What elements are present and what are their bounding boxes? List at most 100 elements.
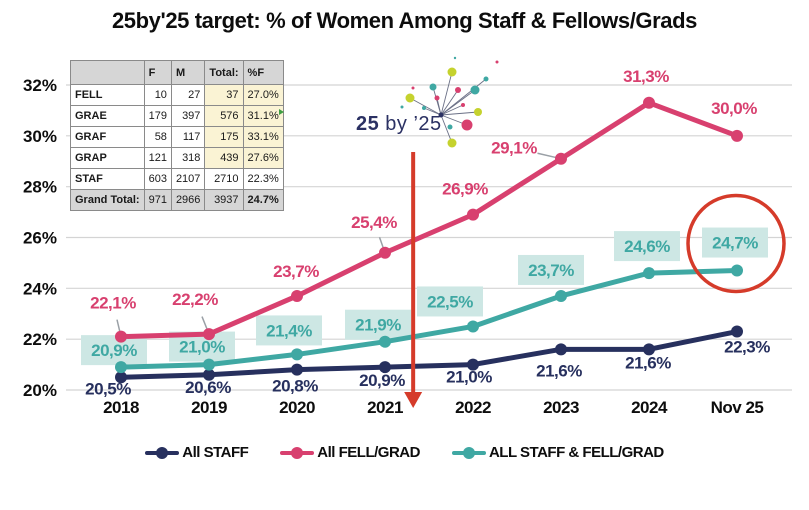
pivot-cell: 2710	[204, 168, 244, 190]
data-point-all-staff	[643, 343, 655, 356]
data-point-all-fell-grad	[467, 208, 479, 221]
legend-swatch-icon	[280, 446, 315, 459]
pivot-cell: 318	[170, 147, 206, 169]
pivot-cell: 27	[170, 84, 206, 106]
data-label-all-staff-fell-grad: 21,4%	[266, 321, 312, 340]
x-axis-label-2024: 2024	[631, 398, 668, 417]
pivot-cell: 117	[170, 126, 206, 148]
pivot-cell: 2966	[170, 189, 206, 211]
data-point-all-staff	[731, 325, 743, 338]
data-point-all-fell-grad	[555, 152, 567, 165]
pivot-cell: GRAP	[70, 147, 145, 169]
y-axis-label: 24%	[23, 279, 57, 298]
data-label-all-fell-grad: 29,1%	[491, 139, 537, 158]
data-point-all-fell-grad	[379, 246, 391, 259]
y-axis-label: 28%	[23, 178, 57, 197]
label-highlight-box	[614, 231, 680, 262]
label-highlight-box	[256, 315, 322, 346]
label-highlight-box	[702, 227, 768, 258]
pivot-cell: 2107	[170, 168, 206, 190]
logo-rest: by ’25	[379, 113, 442, 135]
label-leader-line	[537, 152, 558, 159]
y-axis-label: 20%	[23, 381, 57, 400]
data-point-all-fell-grad	[115, 330, 127, 343]
pivot-cell: 58	[143, 126, 172, 148]
table-row: GRAF 58 117 175 33.1%	[70, 126, 284, 148]
data-label-all-staff: 20,5%	[85, 379, 131, 398]
pivot-header-cell: M	[170, 60, 206, 85]
data-point-all-staff	[115, 371, 127, 384]
red-down-arrow-head-icon	[404, 392, 423, 408]
pivot-cell: 439	[204, 147, 244, 169]
series-line-all-staff	[118, 329, 740, 380]
pivot-header-cell	[70, 60, 145, 85]
data-label-all-staff-fell-grad: 22,5%	[427, 292, 473, 311]
x-axis-label-2022: 2022	[455, 398, 491, 417]
series-line-all-fell-grad	[118, 100, 740, 340]
data-point-all-staff-fell-grad	[291, 348, 303, 361]
label-highlight-box	[518, 254, 584, 285]
data-point-all-staff-fell-grad	[467, 320, 479, 333]
pivot-cell: 10	[143, 84, 172, 106]
data-label-all-staff: 21,6%	[625, 353, 671, 372]
data-label-all-staff: 20,6%	[185, 378, 231, 397]
pivot-cell: 576	[204, 105, 244, 127]
data-label-all-staff-fell-grad: 21,0%	[179, 338, 225, 357]
label-highlight-box	[345, 309, 411, 340]
chart-legend: All STAFF All FELL/GRAD ALL STAFF & FELL/G…	[0, 444, 809, 461]
data-label-all-staff: 21,0%	[446, 368, 492, 387]
data-point-all-staff-fell-grad	[203, 358, 215, 371]
y-axis-label: 32%	[23, 76, 57, 95]
pivot-cell: 179	[143, 105, 172, 127]
legend-item-all-staff: All STAFF	[145, 444, 249, 461]
pivot-cell: 33.1%	[242, 126, 284, 148]
pivot-cell: 37	[204, 84, 244, 106]
pivot-cell: 24.7%	[242, 189, 284, 211]
data-label-all-fell-grad: 22,1%	[90, 294, 136, 313]
data-label-all-staff: 21,6%	[536, 361, 582, 380]
x-axis-label-nov-25: Nov 25	[711, 398, 764, 417]
legend-label: All STAFF	[182, 444, 249, 461]
data-label-all-fell-grad: 31,3%	[623, 67, 669, 86]
x-axis-label-2019: 2019	[191, 398, 227, 417]
pivot-cell: 603	[143, 168, 172, 190]
data-point-all-staff-fell-grad	[731, 264, 743, 277]
data-point-all-fell-grad	[731, 129, 743, 142]
pivot-cell: 175	[204, 126, 244, 148]
data-label-all-staff-fell-grad: 20,9%	[91, 341, 137, 360]
y-axis-label: 26%	[23, 229, 57, 248]
legend-label: All FELL/GRAD	[317, 444, 420, 461]
data-point-all-staff	[467, 358, 479, 371]
page-title: 25by'25 target: % of Women Among Staff &…	[111, 8, 698, 33]
data-label-all-fell-grad: 30,0%	[711, 99, 757, 118]
pivot-cell: 27.6%	[242, 147, 284, 169]
comment-flag-icon	[278, 109, 284, 115]
pivot-cell: 121	[143, 147, 172, 169]
table-row: FELL 10 27 37 27.0%	[70, 84, 284, 106]
legend-swatch-icon	[145, 446, 180, 459]
table-row: STAF 603 2107 2710 22.3%	[70, 168, 284, 190]
data-point-all-fell-grad	[291, 289, 303, 302]
pivot-header-cell: Total:	[204, 60, 244, 85]
pivot-cell: 971	[143, 189, 172, 211]
data-point-all-staff	[555, 343, 567, 356]
x-axis-label-2018: 2018	[103, 398, 139, 417]
y-axis-label: 30%	[23, 127, 57, 146]
data-label-all-staff: 22,3%	[724, 338, 770, 357]
pivot-table-header: F M Total: %F	[70, 60, 284, 85]
pivot-table: F M Total: %F FELL 10 27 37 27.0% GRAE 179 397 576 3…	[70, 60, 284, 211]
data-point-all-fell-grad	[203, 328, 215, 341]
pivot-cell: 397	[170, 105, 206, 127]
pivot-cell: STAF	[70, 168, 145, 190]
data-point-all-fell-grad	[643, 96, 655, 109]
data-label-all-staff-fell-grad: 23,7%	[528, 261, 574, 280]
data-label-all-staff: 20,8%	[272, 377, 318, 396]
label-highlight-box	[81, 335, 147, 366]
data-point-all-staff	[379, 361, 391, 374]
table-row: GRAE 179 397 576 31.1%	[70, 105, 284, 127]
legend-item-all-fell-grad: All FELL/GRAD	[280, 444, 420, 461]
x-axis-label-2020: 2020	[279, 398, 315, 417]
pivot-cell: Grand Total:	[70, 189, 145, 211]
data-label-all-fell-grad: 26,9%	[442, 180, 488, 199]
data-point-all-staff-fell-grad	[379, 335, 391, 348]
